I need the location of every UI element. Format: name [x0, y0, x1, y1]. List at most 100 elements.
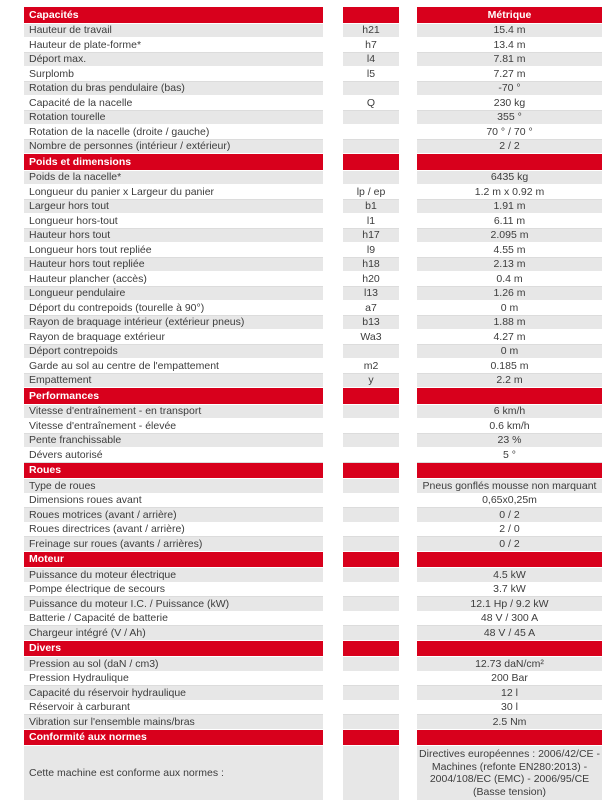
spec-symbol: l13 — [343, 286, 399, 301]
column-gap — [323, 345, 343, 359]
column-gap — [323, 388, 343, 405]
column-gap — [323, 82, 343, 96]
section-title: Poids et dimensions — [24, 154, 323, 171]
spec-symbol: b13 — [343, 315, 399, 330]
metric-column-header: Métrique — [417, 7, 602, 24]
column-gap — [323, 479, 343, 494]
spec-label: Rotation tourelle — [24, 110, 323, 125]
column-gap — [323, 272, 343, 287]
section-header-symbol-cell — [343, 551, 399, 568]
spec-label: Puissance du moteur I.C. / Puissance (kW… — [24, 597, 323, 612]
spec-value: 13.4 m — [417, 38, 602, 53]
column-gap — [323, 686, 343, 701]
column-gap — [399, 523, 417, 537]
spec-row-nombre-de-personnes-interieur-exterieur: Nombre de personnes (intérieur / extérie… — [24, 139, 602, 154]
section-header-divers: Divers — [24, 640, 602, 657]
spec-label: Hauteur hors tout repliée — [24, 257, 323, 272]
spec-label: Puissance du moteur électrique — [24, 568, 323, 583]
column-gap — [399, 568, 417, 583]
spec-label: Chargeur intégré (V / Ah) — [24, 626, 323, 641]
column-gap — [399, 96, 417, 111]
spec-symbol — [343, 582, 399, 597]
spec-label: Poids de la nacelle* — [24, 170, 323, 185]
spec-symbol: m2 — [343, 359, 399, 374]
column-gap — [399, 287, 417, 301]
column-gap — [323, 463, 343, 480]
spec-symbol — [343, 626, 399, 641]
column-gap — [399, 494, 417, 508]
spec-symbol: lp / ep — [343, 185, 399, 200]
spec-row-cette-machine-est-conforme-aux-normes: Cette machine est conforme aux normes : D… — [24, 746, 602, 801]
spec-value: 70 ° / 70 ° — [417, 125, 602, 140]
section-header-value-cell — [417, 640, 602, 657]
spec-symbol — [343, 170, 399, 185]
section-header-poids-et-dimensions: Poids et dimensions — [24, 154, 602, 171]
spec-symbol: h7 — [343, 38, 399, 53]
column-gap — [323, 24, 343, 38]
spec-label: Hauteur hors tout — [24, 228, 323, 243]
column-gap — [323, 67, 343, 82]
spec-symbol: h18 — [343, 257, 399, 272]
spec-label: Déport max. — [24, 52, 323, 67]
column-gap — [399, 330, 417, 345]
spec-row-puissance-du-moteur-electrique: Puissance du moteur électrique 4.5 kW — [24, 568, 602, 583]
spec-row-roues-motrices-avant-arriere: Roues motrices (avant / arrière) 0 / 2 — [24, 508, 602, 523]
spec-value: 0.4 m — [417, 272, 602, 287]
spec-value: Directives européennes : 2006/42/CE - Ma… — [417, 746, 602, 801]
spec-label: Déport contrepoids — [24, 344, 323, 359]
section-title: Conformité aux normes — [24, 729, 323, 746]
spec-label: Rayon de braquage extérieur — [24, 330, 323, 345]
spec-row-longueur-hors-tout: Longueur hors-tout l1 6.11 m — [24, 214, 602, 229]
column-gap — [399, 463, 417, 480]
spec-value: 0 m — [417, 301, 602, 316]
column-gap — [323, 330, 343, 345]
column-gap — [323, 258, 343, 272]
spec-row-hauteur-hors-tout-repliee: Hauteur hors tout repliée h18 2.13 m — [24, 257, 602, 272]
column-gap — [323, 214, 343, 229]
column-gap — [399, 258, 417, 272]
spec-row-hauteur-hors-tout: Hauteur hors tout h17 2.095 m — [24, 228, 602, 243]
spec-label: Cette machine est conforme aux normes : — [24, 746, 323, 801]
spec-row-vibration-sur-l-ensemble-mains-bras: Vibration sur l'ensemble mains/bras 2.5 N… — [24, 715, 602, 730]
spec-symbol: l5 — [343, 67, 399, 82]
spec-value: 15.4 m — [417, 23, 602, 38]
spec-label: Largeur hors tout — [24, 199, 323, 214]
column-gap — [399, 229, 417, 243]
spec-label: Longueur hors-tout — [24, 214, 323, 229]
column-gap — [399, 374, 417, 388]
spec-row-freinage-sur-roues-avants-arrieres: Freinage sur roues (avants / arrières) 0 … — [24, 537, 602, 552]
column-gap — [323, 494, 343, 508]
spec-label: Garde au sol au centre de l'empattement — [24, 359, 323, 374]
spec-row-puissance-du-moteur-i-c-puissance-kw: Puissance du moteur I.C. / Puissance (kW… — [24, 597, 602, 612]
section-header-symbol-cell — [343, 154, 399, 171]
spec-symbol — [343, 597, 399, 612]
column-gap — [323, 715, 343, 730]
spec-row-deport-du-contrepoids-tourelle-a-90: Déport du contrepoids (tourelle à 90°) a7… — [24, 301, 602, 316]
section-header-symbol-cell — [343, 729, 399, 746]
column-gap — [323, 96, 343, 111]
spec-label: Freinage sur roues (avants / arrières) — [24, 537, 323, 552]
spec-row-capacite-de-la-nacelle: Capacité de la nacelle Q 230 kg — [24, 96, 602, 111]
spec-label: Dimensions roues avant — [24, 493, 323, 508]
spec-value: 2.2 m — [417, 373, 602, 388]
spec-row-hauteur-plancher-acces: Hauteur plancher (accès) h20 0.4 m — [24, 272, 602, 287]
spec-value: 230 kg — [417, 96, 602, 111]
spec-symbol — [343, 344, 399, 359]
spec-value: -70 ° — [417, 81, 602, 96]
spec-label: Vitesse d'entraînement - en transport — [24, 404, 323, 419]
spec-row-poids-de-la-nacelle: Poids de la nacelle* 6435 kg — [24, 170, 602, 185]
column-gap — [323, 171, 343, 185]
spec-value: 4.5 kW — [417, 568, 602, 583]
column-gap — [399, 7, 417, 24]
spec-symbol — [343, 419, 399, 434]
spec-row-rotation-de-la-nacelle-droite-gauche: Rotation de la nacelle (droite / gauche)… — [24, 125, 602, 140]
spec-value: 7.27 m — [417, 67, 602, 82]
spec-value: 0 m — [417, 344, 602, 359]
spec-symbol: h21 — [343, 23, 399, 38]
spec-value: 1.26 m — [417, 286, 602, 301]
column-gap — [323, 374, 343, 388]
spec-symbol — [343, 448, 399, 463]
column-gap — [399, 214, 417, 229]
spec-label: Vitesse d'entraînement - élevée — [24, 419, 323, 434]
column-gap — [323, 7, 343, 24]
